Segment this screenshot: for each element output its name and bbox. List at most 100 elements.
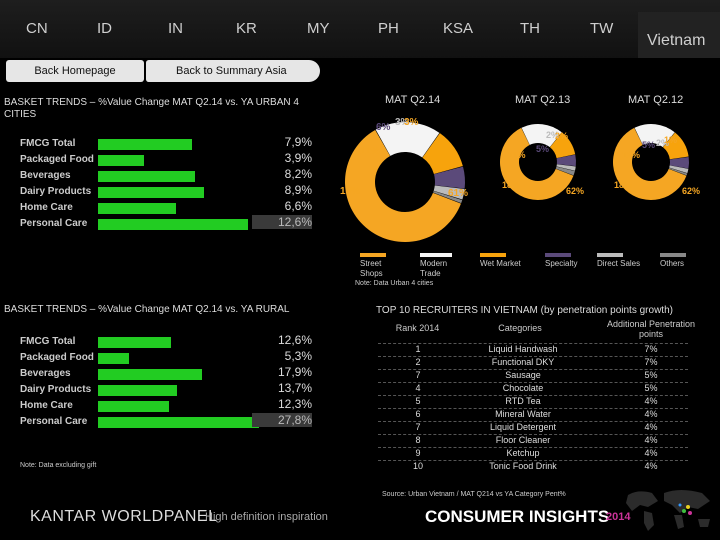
donut-slice-label: 3% <box>395 117 410 128</box>
channel-note: Note: Data Urban 4 cities <box>355 280 434 287</box>
donut-slice-street-shops <box>345 129 461 242</box>
donut-slice-direct-sales <box>669 165 689 174</box>
urban-bar-value: 8,2% <box>284 167 312 181</box>
table-row-divider <box>378 447 688 448</box>
donut-slice-label: 18% <box>502 180 521 190</box>
table-row-divider <box>378 395 688 396</box>
donut-slice-label: 5% <box>642 140 656 150</box>
donut-slice-wet-market <box>422 133 463 175</box>
donut-slice-direct-sales <box>433 185 465 200</box>
donut-slice-street-shops <box>613 127 687 200</box>
donut-slice-label: 2% <box>656 138 670 148</box>
urban-bar-label: Beverages <box>20 170 71 181</box>
kantar-worldpanel-logo: KANTAR WORLDPANEL <box>30 508 218 525</box>
table-cell-rank: 1 <box>415 344 421 354</box>
tagline: High definition inspiration <box>205 511 328 523</box>
donut-slice-specialty <box>556 154 576 167</box>
tab-cn[interactable]: CN <box>26 20 48 37</box>
table-cell-rank: 7 <box>415 422 421 432</box>
donut-slice-label: 61% <box>448 188 469 199</box>
table-cell-rank: 5 <box>415 396 421 406</box>
donut-slice-label: 11% <box>360 146 380 157</box>
back-homepage-button[interactable]: Back Homepage <box>6 60 144 82</box>
donut-title-q214: MAT Q2.14 <box>385 94 441 106</box>
table-row-divider <box>378 343 688 344</box>
table-cell-points: 5% <box>644 383 658 393</box>
country-tab-bar: CN ID IN KR MY PH KSA TH TW Vietnam <box>0 0 720 58</box>
donut-slice-others <box>668 167 688 176</box>
points-column-header: Additional Penetration points <box>606 319 696 339</box>
consumer-insights-logo: CONSUMER INSIGHTS <box>425 507 610 526</box>
table-cell-category: Sausage <box>505 370 541 380</box>
donut-slice-others <box>433 191 463 204</box>
donut-slice-others <box>555 166 575 176</box>
legend-label: Wet Market <box>480 259 521 268</box>
donut-slice-label: 12% <box>622 150 641 160</box>
legend-swatch <box>660 253 686 257</box>
tab-vietnam[interactable]: Vietnam <box>647 32 706 49</box>
rural-note: Note: Data excluding gift <box>20 462 97 469</box>
table-cell-rank: 4 <box>415 383 421 393</box>
urban-bar-label: FMCG Total <box>20 138 76 149</box>
categories-column-header: Categories <box>498 323 542 333</box>
legend-label: Direct Sales <box>597 259 641 268</box>
rural-bar <box>98 337 171 348</box>
table-cell-points: 4% <box>644 396 658 406</box>
donut-slice-wet-market <box>549 132 576 159</box>
donut-slice-direct-sales <box>556 164 576 171</box>
urban-bar-value: 8,9% <box>284 183 312 197</box>
rank-column-header: Rank 2014 <box>395 323 440 333</box>
legend-swatch <box>545 253 571 257</box>
table-cell-points: 4% <box>644 409 658 419</box>
tab-kr[interactable]: KR <box>236 20 257 37</box>
consumer-insights-year: 2014 <box>606 511 631 523</box>
donut-slice-label: 2% <box>555 131 569 141</box>
donut-slice-modern-trade <box>375 121 440 158</box>
rural-bar-label: Dairy Products <box>20 384 92 395</box>
tab-th[interactable]: TH <box>520 20 540 37</box>
urban-bar-label: Dairy Products <box>20 186 92 197</box>
legend-label: Street Shops <box>360 259 383 278</box>
urban-bar-value: 3,9% <box>284 151 312 165</box>
urban-bar <box>98 155 144 166</box>
tab-ksa[interactable]: KSA <box>443 20 474 37</box>
donut-slice-label: 1% <box>664 135 678 145</box>
rural-bar-value: 5,3% <box>284 349 312 363</box>
urban-bar-value: 7,9% <box>284 135 312 149</box>
legend-swatch <box>420 253 452 257</box>
table-row-divider <box>378 369 688 370</box>
rural-bar-label: Home Care <box>20 400 73 411</box>
donut-slice-label: 11% <box>508 150 526 160</box>
nav-button-row: Back Homepage Back to Summary Asia <box>0 60 720 84</box>
active-tab-highlight <box>638 12 720 58</box>
table-cell-category: Mineral Water <box>495 409 551 419</box>
table-cell-category: RTD Tea <box>505 396 541 406</box>
recruiters-source: Source: Urban Vietnam / MAT Q214 vs YA C… <box>382 491 566 498</box>
tab-tw[interactable]: TW <box>590 20 614 37</box>
donut-slice-label: 18% <box>340 186 361 197</box>
donut-slice-label: 5% <box>536 144 550 154</box>
table-cell-points: 5% <box>644 370 658 380</box>
table-cell-rank: 2 <box>415 357 421 367</box>
rural-bar-value: 12,6% <box>277 333 312 347</box>
table-cell-points: 7% <box>644 344 658 354</box>
rural-bar-value: 17,9% <box>277 365 312 379</box>
tab-id[interactable]: ID <box>97 20 112 37</box>
table-cell-rank: 9 <box>415 448 421 458</box>
tab-ph[interactable]: PH <box>378 20 399 37</box>
urban-bar <box>98 139 192 150</box>
rural-bar <box>98 417 259 428</box>
donut-slice-street-shops <box>500 127 574 201</box>
tab-my[interactable]: MY <box>307 20 330 37</box>
table-cell-category: Functional DKY <box>491 357 555 367</box>
urban-bar-value: 6,6% <box>284 199 312 213</box>
tab-in[interactable]: IN <box>168 20 183 37</box>
rural-bar <box>98 353 129 364</box>
table-cell-points: 4% <box>644 448 658 458</box>
urban-bar-label: Personal Care <box>20 218 88 229</box>
table-row-divider <box>378 434 688 435</box>
donut-slice-specialty <box>669 156 689 169</box>
back-to-summary-button[interactable]: Back to Summary Asia <box>146 60 320 82</box>
donut-slice-specialty <box>433 166 465 189</box>
donut-slice-label: 2% <box>546 130 560 140</box>
